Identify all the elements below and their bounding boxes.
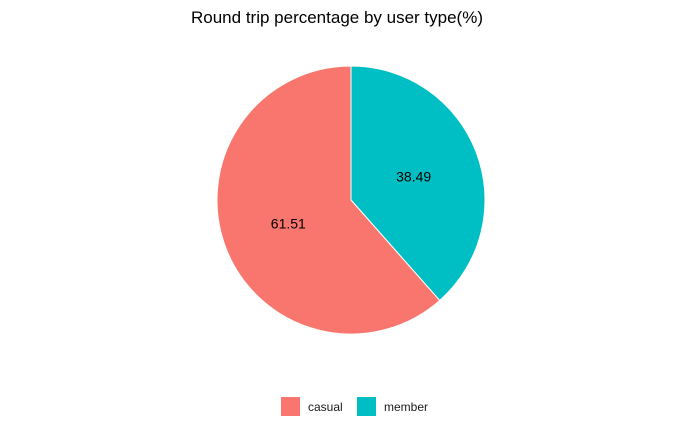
pie-slice-casual — [216, 65, 441, 335]
chart-title: Round trip percentage by user type(%) — [191, 8, 483, 27]
data-label-casual: 61.51 — [271, 216, 306, 232]
legend: casual member — [281, 397, 428, 416]
pie-slice-member — [350, 65, 486, 302]
data-label-member: 38.49 — [396, 168, 431, 184]
pie-slice-labels: 38.49 61.51 — [271, 168, 432, 231]
pie-slices — [216, 65, 486, 335]
legend-label-casual: casual — [308, 400, 343, 414]
legend-key-member — [357, 397, 376, 416]
legend-key-casual — [281, 397, 300, 416]
legend-label-member: member — [384, 400, 428, 414]
